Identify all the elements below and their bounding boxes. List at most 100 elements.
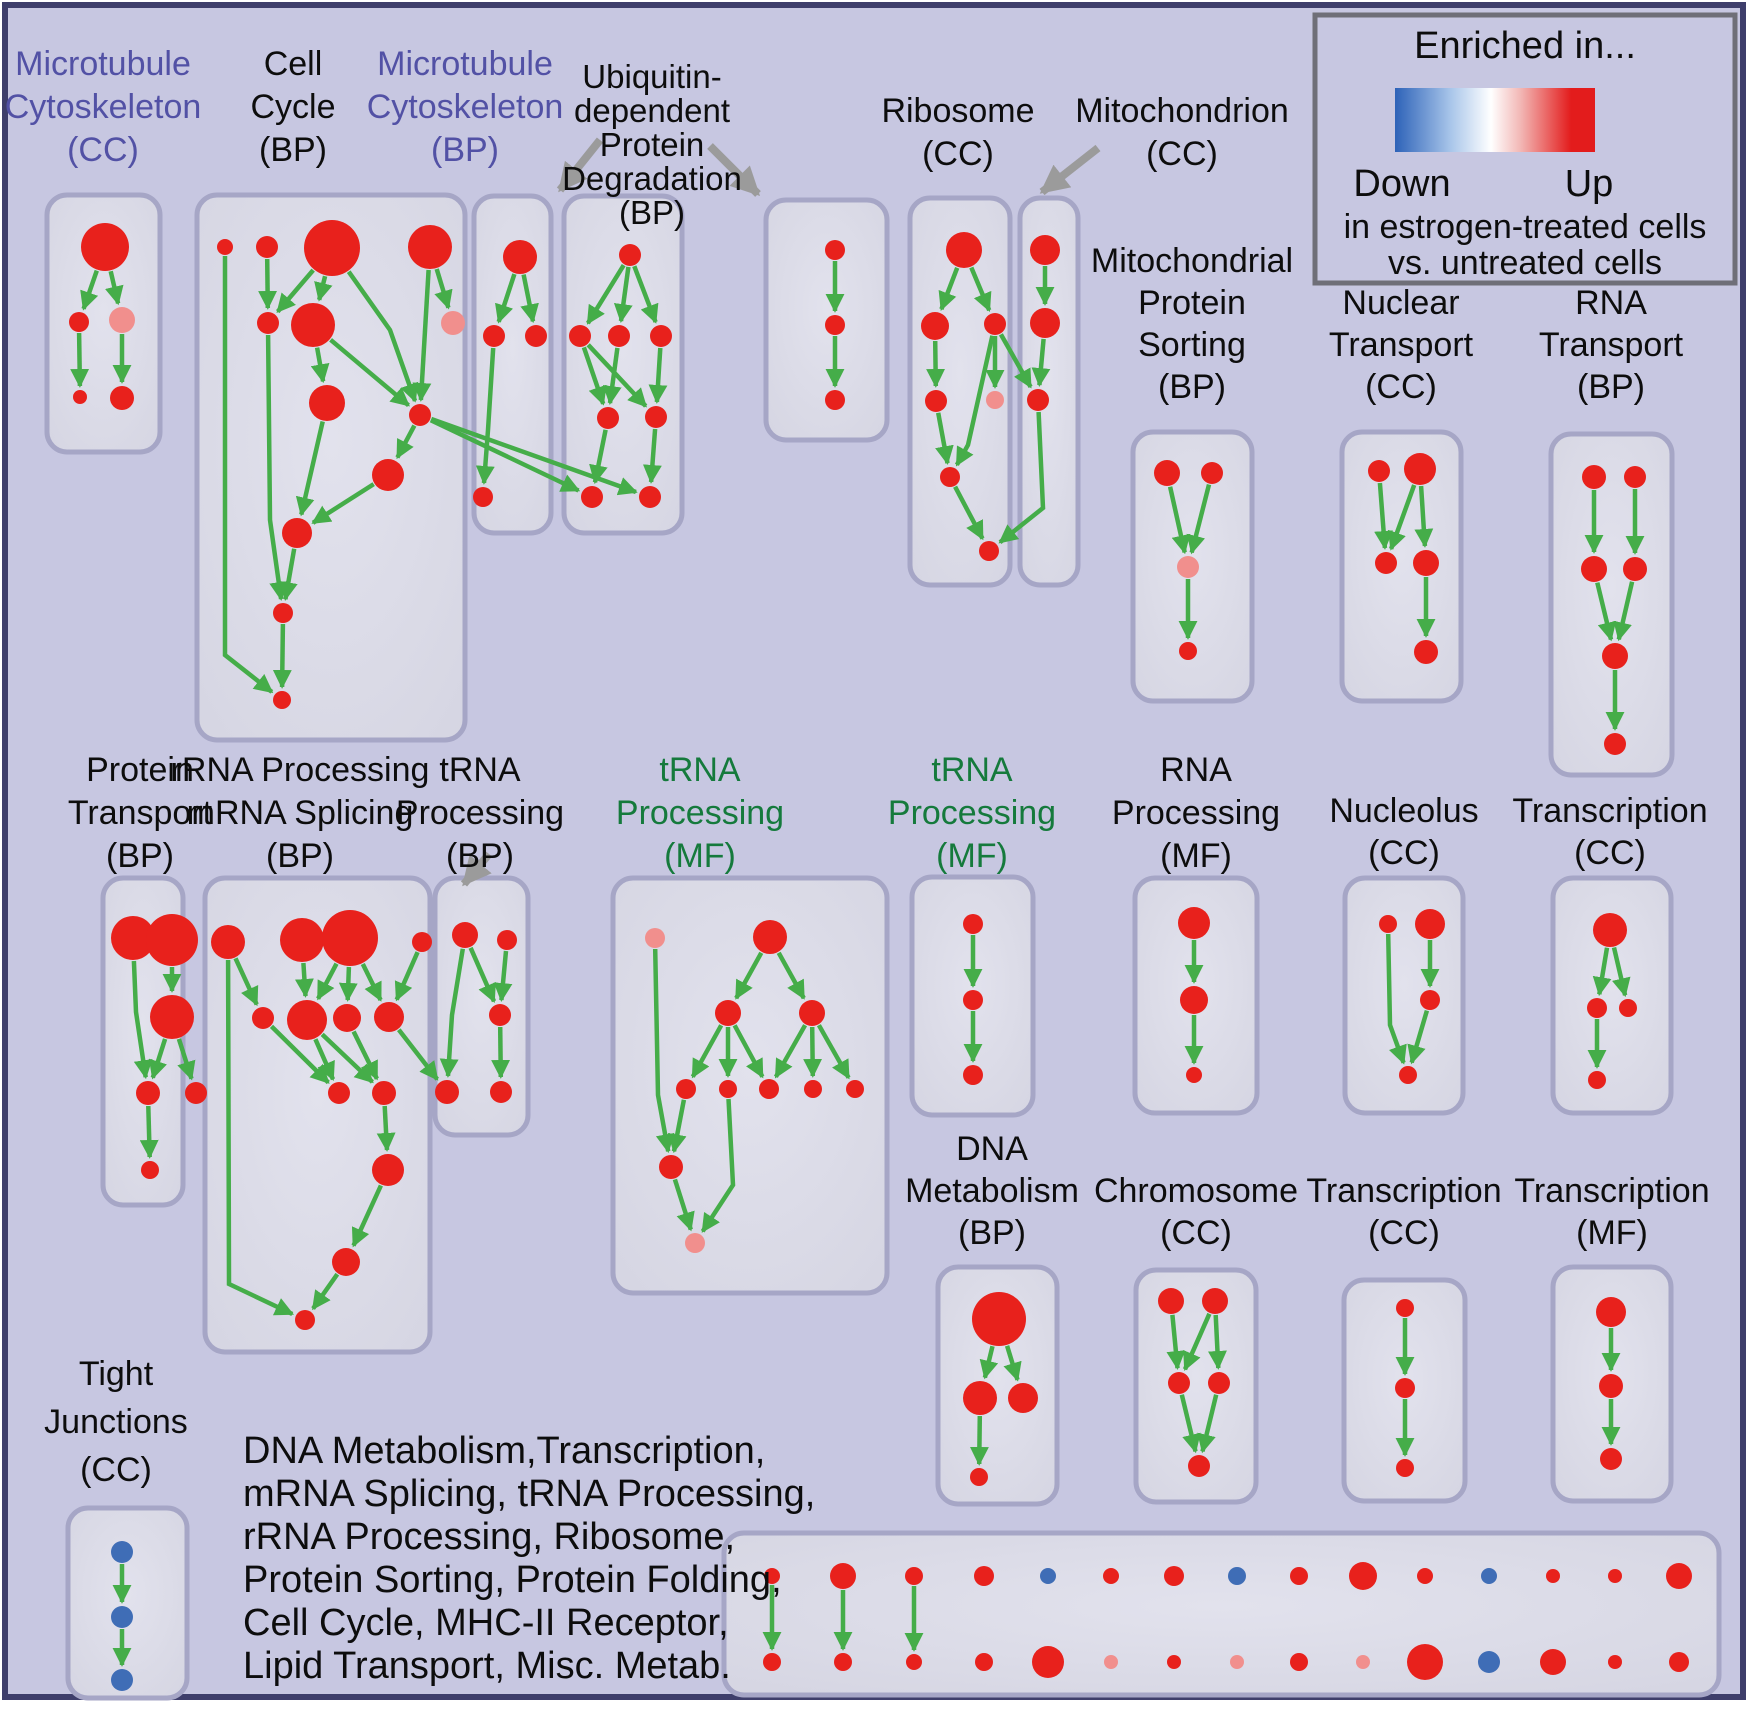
- go-edge-arrow: [316, 962, 339, 1001]
- go-term-node-red: [1375, 552, 1397, 574]
- cluster-label-trna-processing-mf-small: tRNA Processing (MF): [888, 751, 1056, 875]
- go-term-node-red: [1546, 1569, 1560, 1583]
- go-term-node-red: [825, 315, 845, 335]
- go-term-node-red: [825, 240, 845, 260]
- go-term-node-pink: [1177, 556, 1199, 578]
- go-term-node-red: [581, 486, 603, 508]
- go-edge-arrow: [589, 429, 608, 485]
- cluster-box-dna-metabolism-bp: [935, 1264, 1060, 1507]
- go-edge-arrow: [652, 948, 675, 1154]
- go-term-node-red: [608, 325, 630, 347]
- go-edge-arrow: [690, 1024, 724, 1079]
- go-term-node-red: [906, 1654, 922, 1670]
- go-edge-arrow: [70, 332, 90, 388]
- misc-clusters-note: DNA Metabolism,Transcription, mRNA Splici…: [243, 1430, 815, 1687]
- legend-title: Enriched in...: [1414, 25, 1636, 67]
- go-edge-arrow: [295, 420, 325, 517]
- go-term-node-red: [1202, 1288, 1228, 1314]
- go-edge-arrow: [734, 951, 764, 1000]
- go-term-node-red: [1186, 1067, 1202, 1083]
- go-term-node-red: [1032, 1646, 1064, 1678]
- go-term-node-red: [974, 1566, 994, 1586]
- go-term-node-pink: [645, 928, 665, 948]
- go-term-node-red: [372, 1154, 404, 1186]
- go-term-node-blue: [1040, 1568, 1056, 1584]
- cluster-label-rrna-processing-mrna-splicing-bp: rRNA Processing mRNA Splicing (BP): [171, 751, 430, 875]
- go-term-node-red: [972, 1292, 1026, 1346]
- go-edge-arrow: [1182, 1312, 1212, 1372]
- go-term-node-red: [1164, 1566, 1184, 1586]
- go-edge-arrow: [1166, 1314, 1186, 1370]
- go-term-node-red: [408, 225, 452, 269]
- go-edge-arrow: [1179, 1394, 1201, 1454]
- go-term-node-red: [322, 910, 378, 966]
- go-edge-arrow: [395, 424, 417, 460]
- go-term-node-red: [409, 404, 431, 426]
- go-term-node-red: [1008, 1383, 1038, 1413]
- go-term-node-pink: [1104, 1655, 1118, 1669]
- cluster-box-transcription-cc-upper: [1550, 875, 1674, 1116]
- go-edge-arrow: [495, 273, 517, 324]
- cluster-box-tight-junctions-cc: [65, 1505, 190, 1701]
- go-term-node-red: [503, 240, 537, 274]
- legend-down-label: Down: [1353, 163, 1450, 205]
- go-edge-arrow: [311, 1272, 340, 1311]
- go-term-node-red: [412, 932, 432, 952]
- cluster-label-microtubule-cytoskeleton-cc: Microtubule Cytoskeleton (CC): [5, 45, 202, 169]
- go-edge-arrow: [998, 333, 1033, 389]
- cluster-box-cell-cycle-bp: [194, 192, 468, 743]
- go-term-node-red: [1600, 1448, 1622, 1470]
- go-term-node-red: [372, 1081, 396, 1105]
- go-edge-arrow: [585, 264, 626, 325]
- cluster-labels-layer: Microtubule Cytoskeleton (CC) Cell Cycle (BP)…: [5, 45, 1710, 1489]
- go-term-node-red: [764, 1568, 780, 1584]
- go-edge-arrow: [429, 418, 581, 493]
- go-term-node-red: [963, 990, 983, 1010]
- go-term-node-red: [291, 303, 335, 347]
- go-edge-arrow: [412, 269, 432, 402]
- cluster-label-ubiquitin-degradation-bp: Ubiquitin-dependent Protein Degradation (BP…: [562, 58, 742, 231]
- go-edge-arrow: [667, 1099, 687, 1154]
- go-term-node-red: [150, 995, 194, 1039]
- go-term-node-red: [257, 312, 279, 334]
- go-edge-arrow: [311, 482, 375, 525]
- go-edge-arrow: [776, 951, 806, 1000]
- go-edge-arrow: [1414, 485, 1434, 548]
- go-term-node-red: [273, 603, 293, 623]
- go-term-node-blue: [1481, 1568, 1497, 1584]
- go-term-node-pink: [441, 311, 465, 335]
- go-edge-arrow: [700, 1098, 736, 1233]
- go-edge-arrow: [969, 266, 992, 312]
- go-edge-arrow: [493, 950, 513, 1002]
- cluster-label-cell-cycle-bp: Cell Cycle (BP): [250, 45, 335, 169]
- go-term-node-pink: [685, 1233, 705, 1253]
- go-edge-arrow: [935, 412, 954, 466]
- go-term-node-red: [1103, 1568, 1119, 1584]
- go-term-node-red: [940, 467, 960, 487]
- go-term-node-red: [804, 1080, 822, 1098]
- go-edge-arrow: [468, 946, 497, 1004]
- go-edge-arrow: [602, 347, 622, 405]
- nodes-layer: [69, 220, 1692, 1691]
- cluster-label-mitochondrion-cc: Mitochondrion (CC): [1075, 92, 1289, 173]
- go-edge-arrow: [1613, 581, 1635, 642]
- cluster-label-trna-processing-bp: tRNA Processing (BP): [396, 751, 564, 875]
- go-edge-arrow: [397, 1028, 439, 1081]
- go-edge-arrow: [233, 957, 259, 1007]
- go-edge-arrow: [938, 266, 960, 311]
- go-edge-arrow: [394, 951, 420, 1002]
- go-term-node-red: [925, 390, 947, 412]
- go-term-node-red: [1623, 557, 1647, 581]
- go-term-node-red: [1395, 1378, 1415, 1398]
- go-term-node-red: [1399, 1066, 1417, 1084]
- go-edge-arrow: [475, 347, 496, 485]
- cluster-label-nucleolus-cc: Nucleolus (CC): [1329, 792, 1478, 872]
- go-term-node-red: [719, 1080, 737, 1098]
- pointer-to-trna-bp-box-arrow-icon: [460, 851, 493, 887]
- go-edge-arrow: [351, 1184, 383, 1248]
- go-term-node-red: [1588, 1071, 1606, 1089]
- go-term-node-red: [1587, 998, 1607, 1018]
- go-term-node-red: [1290, 1567, 1308, 1585]
